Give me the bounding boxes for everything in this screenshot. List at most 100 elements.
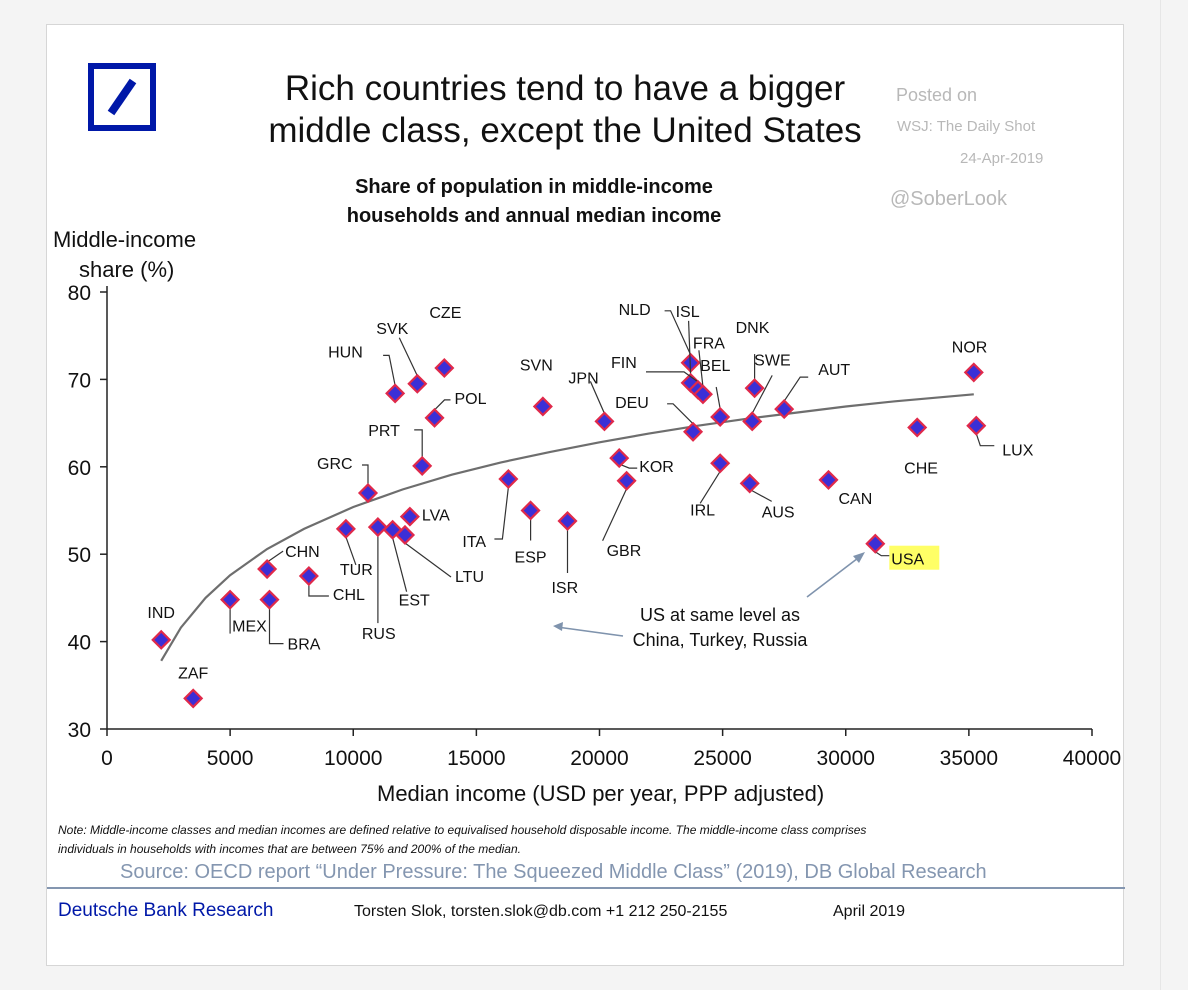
point-label-nor: NOR — [952, 339, 988, 356]
page-scrollbar[interactable] — [1160, 0, 1188, 990]
leader-line-swe — [751, 375, 773, 414]
point-label-pol: POL — [455, 391, 487, 408]
point-marker-nor — [963, 362, 984, 383]
x-axis-label: Median income (USD per year, PPP adjuste… — [377, 781, 825, 806]
leader-line-fra — [698, 350, 704, 387]
point-label-dnk: DNK — [736, 320, 770, 337]
point-marker-svk — [407, 373, 428, 394]
chart-card: Rich countries tend to have a bigger mid… — [46, 24, 1125, 966]
point-label-hun: HUN — [328, 344, 363, 361]
x-tick-label-5000: 5000 — [207, 747, 254, 770]
point-label-ltu: LTU — [455, 569, 484, 586]
leader-line-ltu — [404, 542, 452, 578]
x-tick-label-0: 0 — [101, 747, 113, 770]
posted-source-label: WSJ: The Daily Shot — [897, 118, 1036, 135]
point-label-lva: LVA — [422, 508, 450, 525]
y-tick-label-30: 30 — [68, 719, 91, 742]
point-marker-tur — [335, 518, 356, 539]
x-tick-label-20000: 20000 — [570, 747, 628, 770]
point-marker-swe — [742, 411, 763, 432]
point-label-esp: ESP — [515, 550, 547, 567]
point-marker-dnk — [744, 378, 765, 399]
point-label-cze: CZE — [429, 305, 461, 322]
point-label-lux: LUX — [1002, 443, 1033, 460]
point-label-chn: CHN — [285, 544, 320, 561]
leader-line-jpn — [589, 381, 605, 414]
y-tick-label-70: 70 — [68, 369, 91, 392]
twitter-handle: @SoberLook — [890, 188, 1008, 210]
point-label-chl: CHL — [333, 587, 365, 604]
leader-line-tur — [345, 536, 357, 566]
leader-line-grc — [362, 464, 369, 485]
point-label-fin: FIN — [611, 355, 637, 372]
point-label-isr: ISR — [551, 580, 578, 597]
point-label-isl: ISL — [676, 304, 700, 321]
footer-brand: Deutsche Bank Research — [58, 900, 274, 921]
point-label-rus: RUS — [362, 626, 396, 643]
point-marker-rus — [367, 517, 388, 538]
footnote-line1: Note: Middle-income classes and median i… — [58, 823, 867, 837]
posted-on-label: Posted on — [896, 85, 978, 105]
leader-line-usa — [874, 551, 890, 557]
annotation-arrow-to-trend — [556, 626, 624, 637]
point-label-aut: AUT — [818, 362, 850, 379]
point-marker-ind — [151, 629, 172, 650]
point-label-ita: ITA — [462, 534, 486, 551]
point-label-nld: NLD — [619, 302, 651, 319]
point-marker-mex — [220, 589, 241, 610]
leader-line-hun — [383, 354, 396, 386]
chart-title-line1: Rich countries tend to have a bigger — [284, 69, 846, 108]
footer-date: April 2019 — [833, 903, 906, 920]
leader-line-prt — [414, 429, 423, 458]
point-label-swe: SWE — [754, 352, 790, 369]
leader-line-est — [392, 537, 408, 592]
leader-line-deu — [667, 403, 694, 425]
x-tick-label-25000: 25000 — [693, 747, 751, 770]
leader-line-irl — [699, 470, 721, 504]
point-marker-svn — [532, 396, 553, 417]
x-tick-label-40000: 40000 — [1063, 747, 1121, 770]
point-marker-chn — [257, 559, 278, 580]
point-marker-lva — [399, 506, 420, 527]
point-label-jpn: JPN — [568, 370, 598, 387]
x-tick-label-10000: 10000 — [324, 747, 382, 770]
point-label-svn: SVN — [520, 357, 553, 374]
point-marker-isr — [557, 510, 578, 532]
leader-line-aus — [749, 488, 772, 502]
point-label-kor: KOR — [639, 459, 674, 476]
leader-line-svk — [398, 337, 418, 377]
point-marker-esp — [520, 500, 541, 521]
x-tick-label-15000: 15000 — [447, 747, 505, 770]
point-marker-bra — [259, 589, 280, 610]
x-tick-label-35000: 35000 — [940, 747, 998, 770]
annotation-arrow-to-usa — [806, 554, 863, 598]
point-label-est: EST — [399, 593, 430, 610]
source-note: Source: OECD report “Under Pressure: The… — [120, 861, 987, 883]
point-marker-aut — [774, 399, 795, 420]
point-label-bel: BEL — [700, 358, 730, 375]
chart-subtitle-line1: Share of population in middle-income — [355, 176, 713, 198]
y-tick-label-50: 50 — [68, 544, 91, 567]
point-marker-ltu — [394, 524, 416, 545]
y-tick-label-40: 40 — [68, 632, 91, 655]
point-label-che: CHE — [904, 460, 938, 477]
leader-line-fin — [646, 371, 699, 383]
leader-line-bel — [715, 386, 721, 410]
point-marker-che — [907, 417, 928, 438]
point-label-zaf: ZAF — [178, 665, 208, 682]
point-label-gbr: GBR — [607, 543, 642, 560]
trendline — [160, 393, 974, 662]
point-marker-aus — [739, 473, 760, 494]
leader-line-gbr — [602, 488, 628, 542]
annotation-arrowhead-trend — [553, 622, 563, 631]
y-axis-label-line1: Middle-income — [53, 227, 197, 252]
point-marker-irl — [710, 453, 731, 474]
leader-line-pol — [434, 399, 451, 411]
y-tick-label-60: 60 — [68, 457, 91, 480]
point-marker-can — [818, 469, 839, 490]
leader-line-kor — [618, 463, 638, 469]
leader-line-lux — [975, 433, 995, 447]
point-marker-deu — [683, 421, 704, 442]
point-marker-gbr — [616, 470, 637, 491]
annotation-line1: US at same level as — [640, 605, 800, 625]
